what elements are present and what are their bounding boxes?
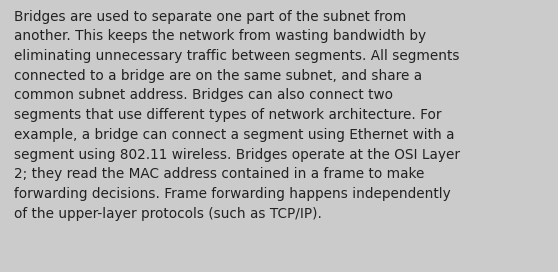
Text: Bridges are used to separate one part of the subnet from
another. This keeps the: Bridges are used to separate one part of… [14, 10, 460, 221]
